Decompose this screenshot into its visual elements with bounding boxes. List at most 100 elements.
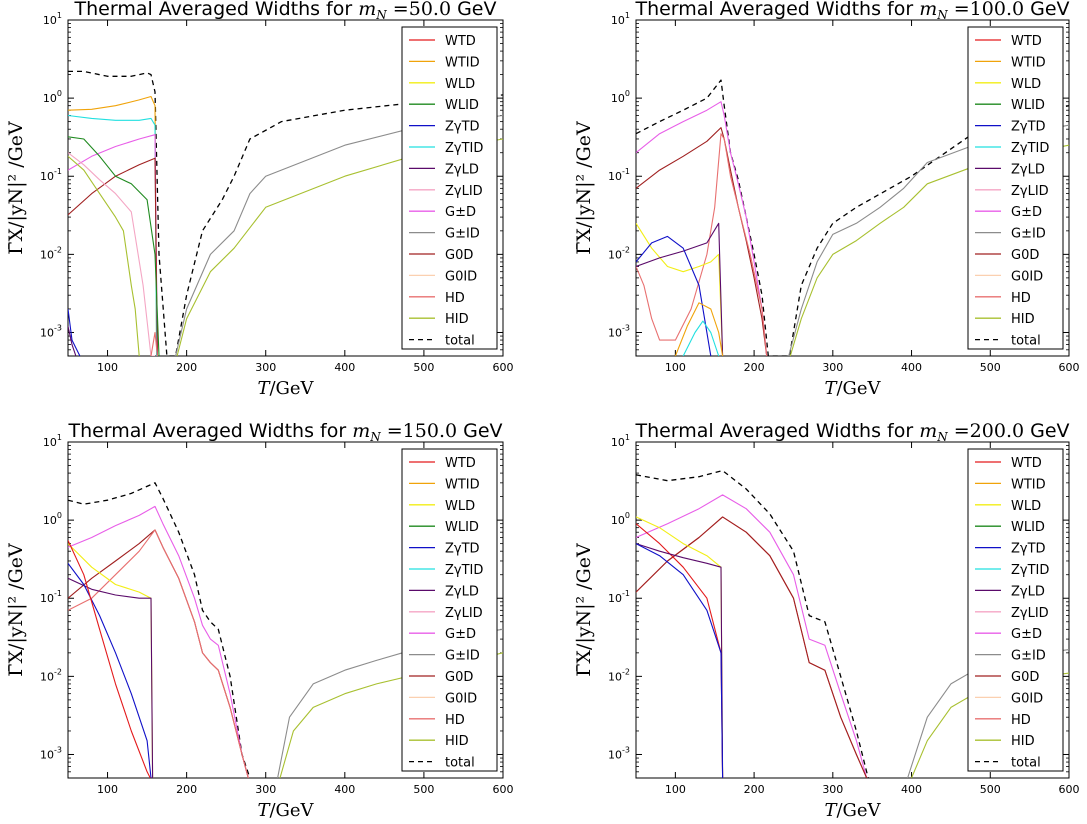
legend-label: ZγLD (445, 162, 479, 177)
y-tick-label: 10-1 (40, 589, 62, 605)
x-tick-label: 600 (1059, 783, 1080, 796)
legend-label: G0ID (1011, 691, 1043, 706)
legend-label: G0ID (1011, 269, 1043, 284)
legend-label: WTID (445, 55, 480, 70)
x-tick-label: 400 (901, 361, 922, 374)
series-line-HD (636, 133, 768, 356)
x-tick-label: 200 (176, 783, 197, 796)
y-tick-label: 10-2 (608, 667, 630, 683)
legend-label: G0D (445, 670, 473, 685)
legend-label: G0ID (445, 691, 477, 706)
series-line-G±ID (175, 114, 503, 356)
x-tick-label: 200 (176, 361, 197, 374)
chart-title: Thermal Averaged Widths for mN =200.0 Ge… (634, 420, 1069, 444)
x-tick-label: 500 (980, 361, 1001, 374)
legend-label: WLID (1011, 98, 1045, 113)
y-tick-label: 100 (611, 511, 630, 527)
y-tick-label: 10-1 (608, 589, 630, 605)
series-line-G±ID (788, 124, 1069, 356)
legend-label: G±D (445, 205, 476, 220)
legend-label: WTD (1011, 456, 1042, 471)
legend-label: total (1011, 756, 1041, 771)
legend-label: ZγLID (445, 184, 483, 199)
legend-label: WTID (1011, 477, 1046, 492)
legend-box (967, 448, 1064, 772)
y-tick-label: 10-3 (608, 745, 630, 761)
series-group (68, 70, 503, 356)
series-group (636, 79, 1069, 356)
y-axis-label: Γ̄X/|yN|² /GeV (573, 121, 595, 255)
series-line-ZγLD (68, 577, 154, 778)
chart-panel-2: 10-3 10-2 10-1 100 101 100 200 300 400 500 600 Ther… (573, 0, 1080, 399)
x-tick-label: 400 (334, 361, 355, 374)
legend-label: HD (1011, 291, 1031, 306)
series-group (68, 482, 503, 778)
legend-label: G±ID (1011, 649, 1046, 664)
legend-label: G0ID (445, 269, 477, 284)
legend-label: HD (445, 291, 465, 306)
legend-label: ZγTD (1011, 542, 1046, 557)
y-tick-label: 101 (43, 433, 62, 449)
x-axis-label: T/GeV (824, 378, 881, 399)
series-line-ZγTD (636, 543, 724, 778)
y-tick-label: 100 (43, 89, 62, 105)
y-tick-label: 10-3 (40, 745, 62, 761)
legend: WTD WTID WLD WLID ZγTD ZγTID ZγLD ZγLID G±D G±ID G… (967, 26, 1064, 350)
series-line-G±D (68, 505, 249, 778)
series-line-WLID (68, 136, 160, 356)
series-line-G0D (636, 516, 868, 778)
legend-label: WLD (445, 499, 475, 514)
legend-label: WTID (445, 477, 480, 492)
series-line-HID (789, 144, 1069, 356)
x-tick-label: 100 (97, 361, 118, 374)
legend-label: WLD (1011, 499, 1041, 514)
series-line-ZγLD (68, 326, 77, 356)
x-tick-label: 100 (665, 783, 686, 796)
legend-label: G±D (445, 627, 476, 642)
legend-label: ZγLD (1011, 162, 1045, 177)
series-line-ZγTD (68, 308, 81, 356)
legend-label: HID (1011, 312, 1035, 327)
series-line-total (68, 70, 503, 356)
legend-label: total (445, 334, 475, 349)
y-axis-label: Γ̄X/|yN|² /GeV (573, 543, 595, 677)
x-tick-label: 600 (493, 361, 514, 374)
x-tick-label: 600 (1059, 361, 1080, 374)
legend-label: WLD (445, 77, 475, 92)
legend-label: WLID (445, 98, 479, 113)
y-tick-label: 10-2 (40, 667, 62, 683)
chart-panel-4: 10-3 10-2 10-1 100 101 100 200 300 400 500 600 Ther… (573, 420, 1080, 821)
legend-label: HD (1011, 713, 1031, 728)
series-line-G±D (636, 494, 868, 778)
legend-label: HID (1011, 734, 1035, 749)
legend-label: G±ID (1011, 227, 1046, 242)
series-line-ZγTD (636, 235, 712, 356)
x-tick-label: 300 (255, 361, 276, 374)
series-line-ZγLD (636, 543, 724, 778)
legend-label: ZγTD (445, 542, 480, 557)
chart-title: Thermal Averaged Widths for mN =100.0 Ge… (634, 0, 1069, 22)
y-tick-label: 101 (611, 433, 630, 449)
y-tick-label: 10-3 (40, 323, 62, 339)
y-tick-label: 100 (611, 89, 630, 105)
legend-label: ZγTID (1011, 563, 1049, 578)
series-line-G0D (68, 157, 158, 356)
legend: WTD WTID WLD WLID ZγTD ZγTID ZγLD ZγLID G±D G±ID G… (967, 448, 1064, 772)
x-tick-label: 400 (901, 783, 922, 796)
y-tick-label: 101 (611, 11, 630, 27)
legend: WTD WTID WLD WLID ZγTD ZγTID ZγLD ZγLID G±D G±ID G… (401, 26, 498, 350)
legend-label: HD (445, 713, 465, 728)
y-tick-label: 100 (43, 511, 62, 527)
legend-box (401, 448, 498, 772)
legend-label: ZγTID (445, 563, 483, 578)
legend-box (401, 26, 498, 350)
legend: WTD WTID WLD WLID ZγTD ZγTID ZγLD ZγLID G±D G±ID G… (401, 448, 498, 772)
legend-label: total (445, 756, 475, 771)
legend-label: G±D (1011, 205, 1042, 220)
x-tick-label: 600 (493, 783, 514, 796)
y-axis-label: Γ̄X/|yN|² /GeV (5, 121, 27, 255)
legend-label: ZγLD (445, 584, 479, 599)
series-line-HD (150, 331, 158, 356)
legend-label: WTID (1011, 55, 1046, 70)
series-line-ZγLD (636, 222, 724, 356)
